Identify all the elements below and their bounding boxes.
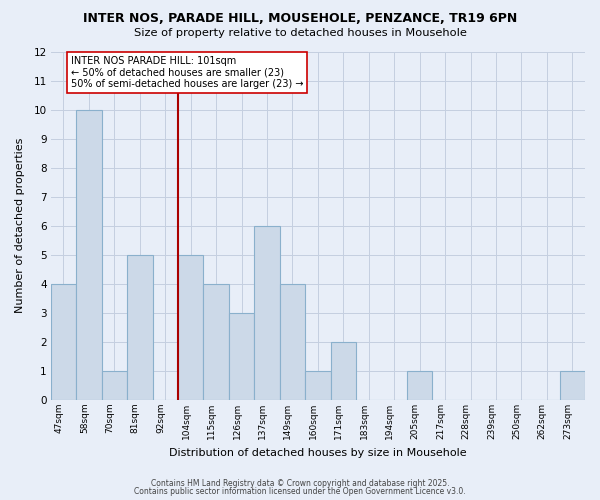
Bar — [101, 371, 127, 400]
Bar — [254, 226, 280, 400]
Text: INTER NOS, PARADE HILL, MOUSEHOLE, PENZANCE, TR19 6PN: INTER NOS, PARADE HILL, MOUSEHOLE, PENZA… — [83, 12, 517, 26]
Bar — [178, 255, 203, 400]
Bar — [331, 342, 356, 400]
X-axis label: Distribution of detached houses by size in Mousehole: Distribution of detached houses by size … — [169, 448, 467, 458]
Y-axis label: Number of detached properties: Number of detached properties — [15, 138, 25, 314]
Bar — [280, 284, 305, 400]
Bar — [51, 284, 76, 400]
Text: INTER NOS PARADE HILL: 101sqm
← 50% of detached houses are smaller (23)
50% of s: INTER NOS PARADE HILL: 101sqm ← 50% of d… — [71, 56, 304, 89]
Bar — [76, 110, 101, 400]
Bar — [407, 371, 433, 400]
Bar — [305, 371, 331, 400]
Bar — [203, 284, 229, 400]
Text: Contains HM Land Registry data © Crown copyright and database right 2025.: Contains HM Land Registry data © Crown c… — [151, 478, 449, 488]
Text: Size of property relative to detached houses in Mousehole: Size of property relative to detached ho… — [134, 28, 466, 38]
Bar — [127, 255, 152, 400]
Bar — [229, 313, 254, 400]
Bar — [560, 371, 585, 400]
Text: Contains public sector information licensed under the Open Government Licence v3: Contains public sector information licen… — [134, 487, 466, 496]
